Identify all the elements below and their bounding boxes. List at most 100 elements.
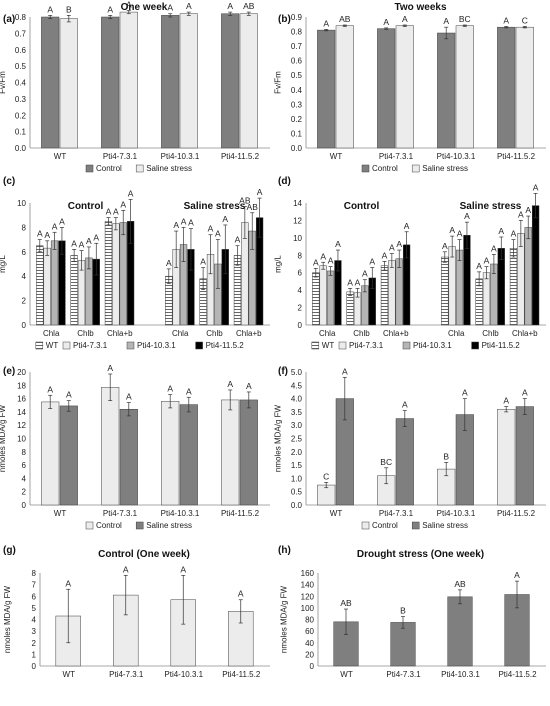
panel-tag: (e) (3, 366, 15, 377)
y-tick-label: 0.7 (15, 29, 27, 38)
y-tick-label: 8 (32, 569, 37, 578)
x-tick-label: Pti4-7.3.1 (386, 670, 421, 679)
bar (43, 247, 51, 326)
significance-letter: A (180, 564, 186, 574)
significance-letter: A (491, 243, 497, 253)
x-tick-label: Chlb (206, 329, 223, 338)
bar (447, 596, 473, 667)
bar (497, 408, 516, 506)
significance-letter: A (128, 188, 134, 198)
bar (101, 387, 120, 506)
bar (395, 25, 414, 149)
section-title: Saline stress (184, 201, 246, 212)
y-tick-label: 4 (32, 616, 37, 625)
legend-swatch (85, 521, 94, 530)
bar (335, 25, 354, 149)
significance-letter: A (404, 221, 410, 231)
significance-letter: A (181, 216, 187, 226)
x-tick-label: Chla+b (512, 329, 538, 338)
bar (524, 227, 532, 326)
bar (353, 292, 362, 326)
y-tick-label: 0 (22, 501, 27, 510)
panel-tag: (d) (278, 176, 291, 187)
x-tick-label: Pti4-11.5.2 (497, 152, 536, 161)
y-tick-label: 10 (17, 435, 26, 444)
bar (119, 222, 127, 326)
y-tick-label: 0.5 (291, 71, 303, 80)
significance-letter: A (52, 221, 58, 231)
significance-letter: AB (340, 598, 352, 608)
x-tick-label: Pti4-7.3.1 (379, 152, 414, 161)
y-tick-label: 12 (17, 421, 26, 430)
significance-letter: A (347, 277, 353, 287)
bar (515, 406, 534, 506)
bar (113, 594, 139, 667)
bar (455, 249, 464, 326)
bar (437, 32, 456, 149)
legend-label: Pti4-7.3.1 (73, 341, 108, 350)
y-tick-label: 4 (22, 474, 27, 483)
y-tick-label: 6 (22, 461, 27, 470)
y-tick-label: 3.0 (291, 421, 303, 430)
significance-letter: A (166, 258, 172, 268)
significance-letter: A (47, 4, 53, 14)
significance-letter: A (59, 216, 65, 226)
significance-letter: A (328, 256, 334, 266)
legend-label: WT (46, 341, 59, 350)
x-tick-label: Pti4-7.3.1 (379, 509, 414, 518)
bar (119, 11, 138, 149)
y-axis-label: Fv/Fm (0, 71, 7, 94)
bar (531, 205, 540, 326)
significance-letter: B (400, 606, 406, 616)
panel-b: (b) Two weeks 0.0 0.1 0.2 0.3 0.4 0.5 0.6 0.7 0.8 0… (274, 2, 546, 173)
x-tick-label: Chla (448, 329, 465, 338)
significance-letter: A (522, 388, 528, 398)
significance-letter: A (93, 232, 99, 242)
significance-letter: A (126, 392, 132, 402)
bar (388, 260, 396, 326)
legend-label: Pti4-11.5.2 (206, 341, 245, 350)
bar (59, 18, 78, 149)
panel-tag: (a) (3, 14, 15, 25)
panel-f: (f) 0.0 0.5 1.0 1.5 2.0 2.5 3.0 3.5 4.0 4.5 5.0 nmol… (274, 366, 546, 530)
x-tick-label: Pti4-11.5.2 (221, 152, 260, 161)
x-tick-label: Chla+b (236, 329, 262, 338)
x-tick-label: Chla+b (383, 329, 409, 338)
y-tick-label: 0.7 (291, 42, 303, 51)
significance-letter: A (503, 15, 509, 25)
x-tick-label: Pti4-10.3.1 (161, 152, 200, 161)
bar (41, 401, 60, 506)
significance-letter: A (369, 256, 375, 266)
y-tick-label: 0.1 (291, 129, 303, 138)
y-tick-label: 0.0 (291, 144, 303, 153)
bar (41, 16, 60, 149)
y-tick-label: 0.5 (15, 62, 27, 71)
x-tick-label: Pti4-7.3.1 (103, 152, 138, 161)
significance-letter: A (498, 226, 504, 236)
x-tick-label: WT (330, 152, 343, 161)
section-title: Control (344, 201, 380, 212)
significance-letter: A (107, 4, 113, 14)
significance-letter: B (443, 451, 449, 461)
significance-letter: A (355, 277, 361, 287)
y-tick-label: 16 (17, 395, 26, 404)
significance-letter: AB (239, 196, 251, 206)
significance-letter: A (511, 229, 517, 239)
panel-e: (e) 0 2 4 6 8 10 12 14 16 18 20 nmoles MDA/g FW A A WT A… (0, 363, 270, 530)
significance-letter: A (126, 0, 132, 9)
significance-letter: A (123, 564, 129, 574)
significance-letter: A (525, 205, 531, 215)
x-tick-label: Pti4-7.3.1 (109, 670, 144, 679)
bar (509, 248, 518, 326)
x-tick-label: Pti4-11.5.2 (497, 509, 536, 518)
significance-letter: A (186, 1, 192, 11)
x-tick-label: Pti4-11.5.2 (221, 509, 260, 518)
significance-letter: C (323, 471, 329, 481)
legend-label: Control (372, 521, 398, 530)
y-tick-label: 6 (32, 592, 37, 601)
significance-letter: B (66, 4, 72, 14)
